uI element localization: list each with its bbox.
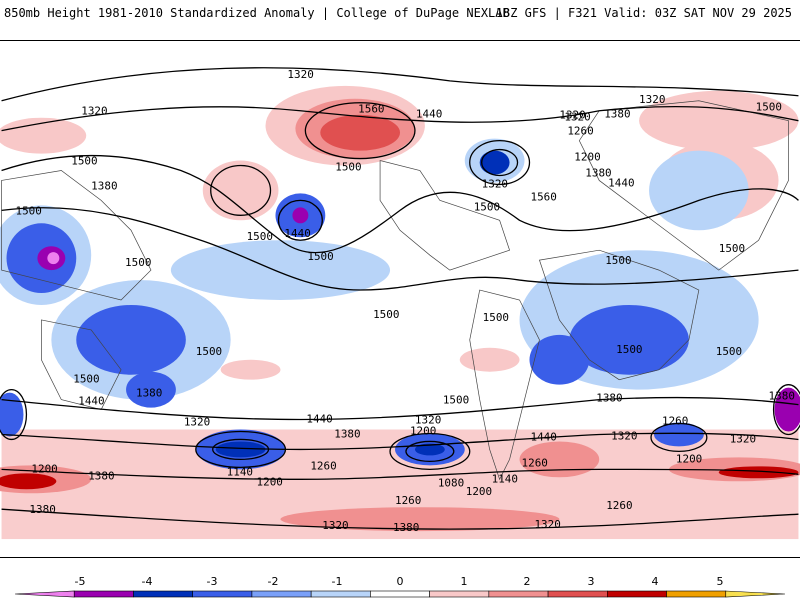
contour-label: 1500 — [247, 230, 273, 243]
colorbar-segment — [192, 590, 253, 598]
contour-label: 1320 — [81, 105, 107, 118]
colorbar-tick: 3 — [588, 575, 595, 588]
contour-label: 1500 — [196, 345, 222, 358]
contour-label: 1500 — [605, 254, 631, 267]
contour-label: 1200 — [574, 151, 600, 164]
contour-label: 1380 — [29, 503, 55, 516]
negative-anomaly-shading — [0, 138, 800, 470]
colorbar-tick: -2 — [268, 575, 279, 588]
contour-label: 1320 — [415, 414, 441, 427]
colorbar-tick: -3 — [207, 575, 218, 588]
colorbar-tick: 5 — [717, 575, 724, 588]
contour-label: 1380 — [604, 108, 630, 121]
contour-label: 1260 — [606, 499, 632, 512]
contour-label: 1440 — [78, 395, 104, 408]
contour-label: 1260 — [522, 456, 548, 469]
contour-label: 1200 — [466, 485, 492, 498]
contour-label: 1380 — [585, 166, 611, 179]
colorbar-tick: 0 — [397, 575, 404, 588]
colorbar-tick: 1 — [461, 575, 468, 588]
contour-label: 1560 — [358, 103, 384, 116]
colorbar-segment — [133, 590, 193, 598]
contour-label: 1320 — [482, 177, 508, 190]
contour-label: 1380 — [91, 179, 117, 192]
contour-label: 1500 — [373, 308, 399, 321]
colorbar-segment — [14, 590, 75, 598]
contour-label: 1440 — [284, 227, 310, 240]
colorbar-tick: -5 — [75, 575, 86, 588]
contour-label: 1320 — [322, 519, 348, 532]
contour-label: 1140 — [492, 472, 518, 485]
contour-label: 1260 — [662, 415, 688, 428]
contour-label: 1500 — [125, 256, 151, 269]
contour-label: 1500 — [716, 345, 742, 358]
contour-label: 1260 — [310, 459, 336, 472]
contour-label: 1440 — [608, 176, 634, 189]
colorbar-segment — [73, 590, 134, 598]
contour-label: 1380 — [769, 390, 795, 403]
colorbar-tick: 4 — [652, 575, 659, 588]
contour-label: 1500 — [73, 373, 99, 386]
contour-label: 1440 — [306, 413, 332, 426]
colorbar-tick: -4 — [142, 575, 153, 588]
contour-label: 1440 — [416, 108, 442, 121]
contour-label: 1500 — [335, 160, 361, 173]
colorbar-segment — [547, 590, 608, 598]
colorbar-segment — [666, 590, 727, 598]
contour-label: 1500 — [483, 311, 509, 324]
height-contours — [0, 67, 800, 530]
anomaly-map: 1320 1320 1320 1320 1560 1440 1320 1260 … — [0, 40, 800, 558]
colorbar-ticks: -5 -4 -3 -2 -1 0 1 2 3 4 5 — [75, 575, 724, 588]
colorbar-segment — [310, 590, 371, 598]
contour-label: 1380 — [393, 521, 419, 534]
colorbar-segment — [488, 590, 549, 598]
contour-label: 1140 — [227, 465, 253, 478]
colorbar: -5 -4 -3 -2 -1 0 1 2 3 4 5 — [14, 575, 786, 598]
colorbar-tick: 2 — [524, 575, 531, 588]
contour-label: 1380 — [136, 387, 162, 400]
contour-label: 1260 — [395, 494, 421, 507]
contour-label: 1200 — [410, 424, 436, 437]
contour-label: 1380 — [88, 469, 114, 482]
colorbar-segment — [370, 590, 430, 598]
model-run-info: 18Z GFS | F321 Valid: 03Z SAT NOV 29 202… — [495, 6, 792, 20]
contour-label: 1440 — [530, 430, 556, 443]
contour-label: 1500 — [443, 394, 469, 407]
contour-label: 1500 — [474, 200, 500, 213]
contour-label: 1500 — [719, 242, 745, 255]
contour-label: 1320 — [534, 518, 560, 531]
contour-label: 1320 — [287, 68, 313, 81]
contour-label: 1380 — [334, 427, 360, 440]
colorbar-segments — [14, 590, 786, 598]
contour-label: 1320 — [611, 429, 637, 442]
colorbar-tick: -1 — [332, 575, 343, 588]
colorbar-segment — [607, 590, 667, 598]
contour-label: 1200 — [31, 462, 57, 475]
contour-label: 1500 — [307, 250, 333, 263]
contour-label: 1320 — [639, 93, 665, 106]
colorbar-segment — [429, 590, 490, 598]
contour-label: 1500 — [756, 101, 782, 114]
contour-label: 1380 — [596, 392, 622, 405]
contour-label: 1260 — [567, 125, 593, 138]
contour-label: 1200 — [257, 475, 283, 488]
contour-label: 1320 — [730, 432, 756, 445]
contour-label: 1200 — [676, 452, 702, 465]
map-title: 850mb Height 1981-2010 Standardized Anom… — [4, 6, 510, 20]
contour-label: 1560 — [530, 190, 556, 203]
contour-label: 1500 — [15, 204, 41, 217]
colorbar-segment — [725, 590, 786, 598]
colorbar-segment — [251, 590, 312, 598]
contour-label: 1500 — [71, 155, 97, 168]
contour-label: 1500 — [616, 343, 642, 356]
contour-labels: 1320 1320 1320 1320 1560 1440 1320 1260 … — [15, 68, 794, 534]
contour-label: 1320 — [559, 109, 585, 122]
contour-label: 1320 — [564, 111, 590, 124]
contour-label: 1320 — [184, 416, 210, 429]
contour-label: 1080 — [438, 476, 464, 489]
